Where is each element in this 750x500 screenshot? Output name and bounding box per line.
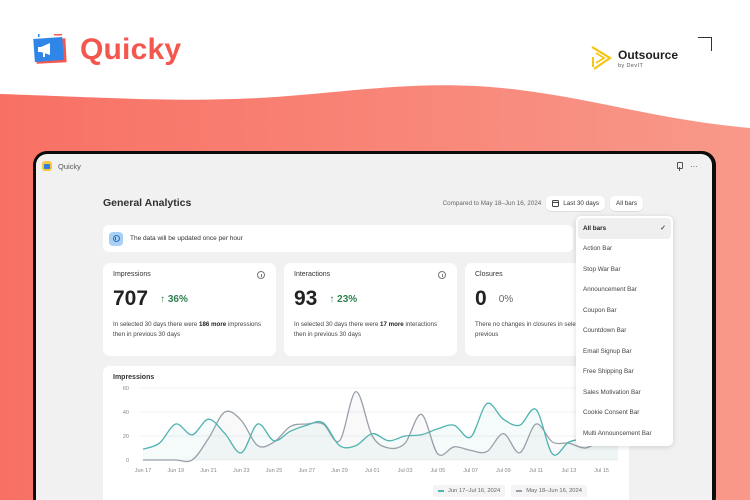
app-title: Quicky (58, 161, 81, 171)
metric-change: ↑ 36% (160, 293, 188, 305)
svg-text:Jul 01: Jul 01 (365, 468, 380, 474)
partner-name: Outsource (618, 47, 679, 62)
svg-text:40: 40 (123, 410, 129, 416)
date-range-label: Last 30 days (563, 199, 599, 207)
svg-text:Jun 29: Jun 29 (331, 468, 348, 474)
svg-text:20: 20 (123, 434, 129, 440)
dropdown-item-stop-war-bar[interactable]: Stop War Bar (583, 265, 621, 273)
svg-text:Jun 21: Jun 21 (200, 468, 217, 474)
metric-cards: Impressions 707 ↑ 36% In selected 30 day… (103, 263, 643, 356)
svg-text:0: 0 (126, 458, 129, 464)
info-icon[interactable] (438, 271, 446, 279)
svg-text:Jun 25: Jun 25 (266, 468, 283, 474)
svg-text:Jul 15: Jul 15 (594, 468, 609, 474)
chart-title: Impressions (113, 374, 155, 381)
card-title: Closures (475, 271, 503, 278)
svg-text:Jul 03: Jul 03 (398, 468, 413, 474)
svg-text:Jun 17: Jun 17 (135, 468, 152, 474)
page-title: General Analytics (103, 197, 192, 209)
dropdown-item-sales-motivation-bar[interactable]: Sales Motivation Bar (583, 388, 641, 396)
app-title-bar: Quicky ··· (36, 154, 712, 178)
card-impressions: Impressions 707 ↑ 36% In selected 30 day… (103, 263, 276, 356)
dropdown-item-all-bars[interactable]: All bars ✓ (578, 218, 671, 239)
device-frame: Quicky ··· General Analytics Compared to… (33, 151, 716, 500)
app-screen: Quicky ··· General Analytics Compared to… (36, 154, 712, 500)
brand: Quicky (32, 33, 181, 67)
legend-current[interactable]: Jun 17–Jul 16, 2024 (433, 485, 506, 497)
metric-change: 0% (498, 293, 514, 305)
info-icon (109, 231, 123, 246)
series-line (142, 402, 619, 456)
svg-text:Jul 05: Jul 05 (430, 468, 445, 474)
svg-text:Jul 09: Jul 09 (496, 468, 511, 474)
svg-text:Jun 19: Jun 19 (168, 468, 185, 474)
svg-text:60: 60 (123, 386, 129, 392)
banner-text: The data will be updated once per hour (130, 235, 243, 242)
card-title: Impressions (113, 271, 151, 278)
svg-text:Jun 27: Jun 27 (299, 468, 316, 474)
partner-logo: Outsource by DevIT (590, 45, 678, 71)
legend-previous[interactable]: May 18–Jun 16, 2024 (511, 485, 587, 497)
line-chart[interactable]: 0 20 40 60 Jun 17 Jun 19 Jun 21 Jun 23 Jun 25 Jun… (103, 366, 629, 500)
metric-value: 707 (113, 287, 149, 310)
bar-filter-dropdown: All bars ✓ Action Bar Stop War Bar Announcem… (576, 216, 673, 446)
chart-legend: Jun 17–Jul 16, 2024 May 18–Jun 16, 2024 (433, 485, 587, 497)
metric-change: ↑ 23% (329, 293, 358, 305)
pin-icon[interactable] (676, 161, 683, 171)
svg-text:Jul 13: Jul 13 (562, 468, 577, 474)
dropdown-item-multi-announcement-bar[interactable]: Multi Announcement Bar (583, 429, 652, 437)
more-icon[interactable]: ··· (690, 161, 698, 171)
analytics-content: General Analytics Compared to May 18–Jun… (103, 178, 643, 500)
dropdown-item-countdown-bar[interactable]: Countdown Bar (583, 327, 627, 335)
svg-text:Jul 11: Jul 11 (529, 468, 543, 474)
dropdown-item-action-bar[interactable]: Action Bar (583, 245, 613, 253)
info-banner: The data will be updated once per hour (103, 225, 573, 252)
card-description: In selected 30 days there were 17 more i… (294, 321, 438, 338)
app-icon (42, 161, 52, 171)
check-icon: ✓ (660, 225, 666, 233)
compare-text: Compared to May 18–Jun 16, 2024 (442, 199, 542, 207)
outsource-logo-icon (591, 46, 612, 70)
card-title: Interactions (294, 271, 331, 278)
impressions-chart: Impressions 0 20 40 60 Jun 17 Jun 19 Jun 21 Jun… (103, 366, 629, 500)
card-description: In selected 30 days there were 186 more … (113, 321, 261, 338)
card-description: There no changes in closures in selected… (475, 321, 623, 338)
bar-filter-button[interactable]: All bars (610, 195, 643, 211)
card-interactions: Interactions 93 ↑ 23% In selected 30 day… (284, 263, 457, 356)
series-line (143, 390, 619, 463)
megaphone-logo-icon (32, 33, 70, 67)
corner-mark-icon (698, 37, 712, 51)
info-icon[interactable] (257, 271, 265, 279)
dropdown-item-free-shipping-bar[interactable]: Free Shipping Bar (583, 368, 634, 376)
svg-text:Jun 23: Jun 23 (233, 468, 250, 474)
dropdown-item-email-signup-bar[interactable]: Email Signup Bar (583, 347, 632, 355)
brand-name: Quicky (80, 33, 182, 66)
calendar-icon (552, 199, 560, 207)
metric-value: 93 (294, 287, 318, 310)
legend-swatch (516, 490, 523, 492)
page-header: General Analytics Compared to May 18–Jun… (103, 191, 643, 215)
partner-subtitle: by DevIT (618, 62, 644, 69)
legend-swatch (438, 490, 444, 492)
dropdown-item-announcement-bar[interactable]: Announcement Bar (583, 286, 637, 294)
date-range-button[interactable]: Last 30 days (546, 195, 605, 211)
svg-text:Jul 07: Jul 07 (463, 468, 478, 474)
metric-value: 0 (475, 287, 487, 310)
dropdown-item-coupon-bar[interactable]: Coupon Bar (583, 306, 617, 314)
dropdown-item-cookie-consent-bar[interactable]: Cookie Consent Bar (583, 409, 640, 417)
